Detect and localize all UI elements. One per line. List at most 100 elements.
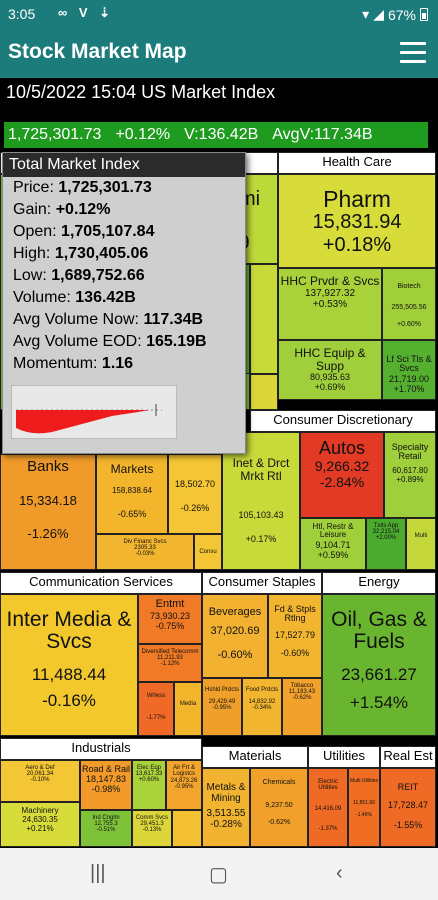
popup-row-label: Price: (13, 179, 54, 196)
popup-row-label: Gain: (13, 201, 52, 218)
tile-commercial-services[interactable]: Comm Svcs 29,451.3 -0.13% (132, 810, 172, 847)
tile-road-rail[interactable]: Road & Rail 18,147.83 -0.98% (80, 760, 132, 810)
status-right: ▾ ◢ 67% (362, 6, 428, 23)
sector-header-industrials[interactable]: Industrials (0, 738, 202, 760)
popup-row-value: 1,689,752.66 (51, 267, 145, 284)
recent-apps-icon[interactable]: ||| (90, 862, 106, 884)
popup-row-label: Volume: (13, 289, 71, 306)
sparkline-area (16, 410, 150, 434)
tile-tobacco[interactable]: Tobacco 11,183.43 -0.62% (282, 678, 322, 736)
tile-internet-retail[interactable]: Inet & Drct Mrkt Rtl 105,103.43 +0.17% (222, 432, 300, 570)
popup-row-value: 136.42B (75, 289, 136, 306)
sector-header-consumer-discretionary[interactable]: Consumer Discretionary (250, 410, 436, 432)
tile-media[interactable]: Media (174, 682, 202, 736)
popup-row: Low: 1,689,752.66 (3, 265, 245, 287)
sector-header-materials[interactable]: Materials (202, 746, 308, 768)
tile-capital-markets[interactable]: Markets 158,838.64 -0.65% (96, 454, 168, 534)
app-bar: Stock Market Map (0, 28, 438, 78)
tile-wireless[interactable]: Wrless -1.77% (138, 682, 174, 736)
sector-header-consumer-staples[interactable]: Consumer Staples (202, 572, 322, 594)
index-detail-popup[interactable]: Total Market Index Price: 1,725,301.73 Ga… (2, 152, 246, 454)
tile-metals-mining[interactable]: Metals & Mining 3,513.55 -0.28% (202, 768, 250, 847)
tile-hotels-leisure[interactable]: Htl, Restr & Leisure 9,104.71 +0.59% (300, 518, 366, 570)
tile-food-products[interactable]: Food Prdcts 14,832.92 -0.34% (242, 678, 282, 736)
tile-hhc-equipment[interactable]: HHC Equip & Supp 80,935.63 +0.69% (278, 340, 382, 400)
popup-row-value: 1,730,405.06 (54, 245, 149, 262)
popup-row-label: Open: (13, 223, 57, 240)
signal-icon: ◢ (373, 6, 384, 22)
tile-industrial-conglomerates[interactable]: Ind Cnglm 12,755.3 -0.51% (80, 810, 132, 847)
popup-row-value: 1,705,107.84 (61, 223, 155, 240)
tile-reit[interactable]: REIT 17,728.47 -1.55% (380, 768, 436, 847)
tile-chemicals[interactable]: Chemicals 9,237.50 -0.62% (250, 768, 308, 847)
tile-textiles-apparel[interactable]: Txtls App 32,215.04 +2.00% (366, 518, 406, 570)
summary-gain: +0.12% (115, 126, 171, 143)
sector-header-health-care[interactable]: Health Care (278, 152, 436, 174)
tile-household-products[interactable]: Hshld Prdcts 29,429.49 -0.95% (202, 678, 242, 736)
momentum-sparkline (11, 385, 177, 439)
battery-percent: 67% (387, 6, 416, 23)
hamburger-menu-icon[interactable] (400, 42, 426, 64)
tile-diversified-telecom[interactable]: Diversified Telecomm 11,211.93 -1.12% (138, 644, 202, 682)
tile-multi-utilities[interactable]: Multi Utilities 11,851.60 -1.46% (348, 768, 380, 847)
popup-row-value: +0.12% (55, 201, 111, 218)
popup-row-label: High: (13, 245, 51, 262)
popup-rows: Price: 1,725,301.73 Gain: +0.12% Open: 1,7… (3, 177, 245, 375)
popup-row: Price: 1,725,301.73 (3, 177, 245, 199)
tile-food-staples-retailing[interactable]: Fd & Stpls Rtlng 17,527.79 -0.60% (268, 594, 322, 678)
back-icon[interactable]: ‹ (336, 862, 343, 884)
summary-volume: V:136.42B (184, 126, 259, 143)
system-nav-bar: ||| ▢ ‹ (0, 848, 438, 900)
tile-hhc-providers[interactable]: HHC Prvdr & Svcs 137,927.32 +0.53% (278, 268, 382, 340)
summary-value: 1,725,301.73 (8, 126, 102, 143)
tile-industrials-small[interactable] (172, 810, 202, 847)
sector-header-real-estate[interactable]: Real Est (380, 746, 436, 768)
tile-insurance[interactable]: 18,502.70 -0.26% (168, 454, 222, 534)
tile-oil-gas[interactable]: Oil, Gas & Fuels 23,661.27 +1.54% (322, 594, 436, 736)
tile-electric-utilities[interactable]: Electric Utilities 14,416.09 -1.37% (308, 768, 348, 847)
tile-beverages[interactable]: Beverages 37,020.69 -0.60% (202, 594, 268, 678)
app-title: Stock Market Map (8, 40, 187, 63)
tile-interactive-media[interactable]: Inter Media & Svcs 11,488.44 -0.16% (0, 594, 138, 736)
popup-row-label: Avg Volume EOD: (13, 333, 142, 350)
tile-entertainment[interactable]: Entmt 73,930.23 -0.75% (138, 594, 202, 644)
tile-consumer-finance[interactable]: Consu (194, 534, 222, 570)
tile-tech-small-c[interactable] (250, 374, 278, 410)
tile-banks[interactable]: Banks 15,334.18 -1.26% (0, 454, 96, 570)
status-bar: 3:05 ∞ V ⇣ ▾ ◢ 67% (0, 0, 438, 28)
popup-title: Total Market Index (3, 153, 245, 177)
tile-multiline-retail[interactable]: Multi (406, 518, 436, 570)
wifi-icon: ▾ (362, 6, 370, 22)
notification-icons: ∞ V ⇣ (58, 5, 115, 20)
tile-electrical-equipment[interactable]: Elec Eqp 13,617.33 +0.60% (132, 760, 166, 810)
tile-tech-small-b[interactable] (250, 264, 278, 374)
home-icon[interactable]: ▢ (209, 864, 228, 886)
tile-machinery[interactable]: Machinery 24,630.35 +0.21% (0, 802, 80, 847)
popup-row: Avg Volume EOD: 165.19B (3, 331, 245, 353)
sparkline-chart (16, 404, 162, 434)
sector-header-utilities[interactable]: Utilities (308, 746, 380, 768)
popup-row-label: Momentum: (13, 355, 98, 372)
summary-avg-volume: AvgV:117.34B (272, 126, 373, 143)
tile-life-sciences[interactable]: Lf Sci Tls & Svcs 21,719.00 +1.70% (382, 340, 436, 400)
tile-autos[interactable]: Autos 9,266.32 -2.84% (300, 432, 384, 518)
index-heading: 10/5/2022 15:04 US Market Index (6, 82, 276, 102)
popup-row-value: 165.19B (146, 333, 207, 350)
popup-row: Open: 1,705,107.84 (3, 221, 245, 243)
tile-air-freight-logistics[interactable]: Air Frt & Logistcs 24,873.26 -0.95% (166, 760, 202, 810)
popup-row-value: 1,725,301.73 (58, 179, 152, 196)
popup-row: High: 1,730,405.06 (3, 243, 245, 265)
popup-row-label: Low: (13, 267, 47, 284)
popup-row-label: Avg Volume Now: (13, 311, 139, 328)
sector-header-communication-services[interactable]: Communication Services (0, 572, 202, 594)
sector-header-energy[interactable]: Energy (322, 572, 436, 594)
popup-row: Avg Volume Now: 117.34B (3, 309, 245, 331)
tile-biotech[interactable]: Biotech 255,505.56 +0.60% (382, 268, 436, 340)
tile-diversified-financials[interactable]: Div Financ Svcs 2305.33 -0.03% (96, 534, 194, 570)
popup-row: Momentum: 1.16 (3, 353, 245, 375)
tile-specialty-retail[interactable]: Specialty Retail 60,617.80 +0.89% (384, 432, 436, 518)
summary-bar[interactable]: 1,725,301.73 +0.12% V:136.42B AvgV:117.3… (4, 122, 428, 148)
battery-icon (420, 8, 428, 21)
tile-aerospace-defense[interactable]: Aero & Def 20,061.34 -0.10% (0, 760, 80, 802)
tile-pharm[interactable]: Pharm 15,831.94 +0.18% (278, 174, 436, 268)
